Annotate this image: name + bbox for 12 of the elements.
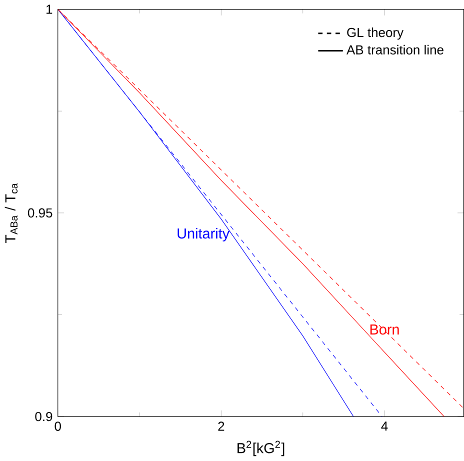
y-tick-label: 0.95 [28, 208, 52, 218]
y-tick-label: 1 [46, 4, 52, 14]
x-tick-label: 0 [54, 422, 61, 431]
y-axis-title: T$_{ABa}$ / T$_{ca}$ [4, 183, 18, 244]
x-tick-label: 2 [218, 422, 224, 431]
x-tick-label: 4 [381, 422, 388, 431]
series-label: Unitarity [178, 228, 230, 242]
annotation: GL theory [347, 28, 404, 40]
annotation: AB transition line [346, 44, 444, 55]
y-tick-label: 0.9 [35, 412, 52, 422]
series-label: Born [370, 324, 399, 335]
x-axis-title: B$^{2}$[kG$^{2}$] [238, 440, 284, 456]
